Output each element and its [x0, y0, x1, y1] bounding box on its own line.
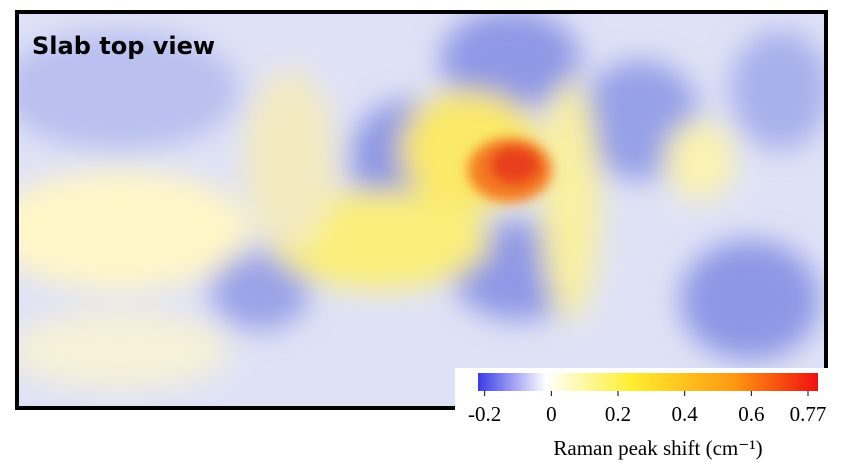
figure: Slab top view Raman peak shift (cm⁻¹) -0…	[0, 0, 860, 464]
colorbar	[478, 373, 818, 391]
colorbar-label: Raman peak shift (cm⁻¹)	[553, 436, 762, 460]
colorbar-tick-label: -0.2	[468, 402, 501, 426]
image-label: Slab top view	[32, 32, 215, 60]
colorbar-tick-label: 0.6	[738, 402, 764, 426]
colorbar-tick-label: 0.2	[605, 402, 631, 426]
colorbar-tick-label: 0	[546, 402, 557, 426]
raman-map	[0, 10, 830, 408]
colorbar-tick-label: 0.4	[672, 402, 699, 426]
colorbar-tick-label: 0.77	[790, 402, 827, 426]
